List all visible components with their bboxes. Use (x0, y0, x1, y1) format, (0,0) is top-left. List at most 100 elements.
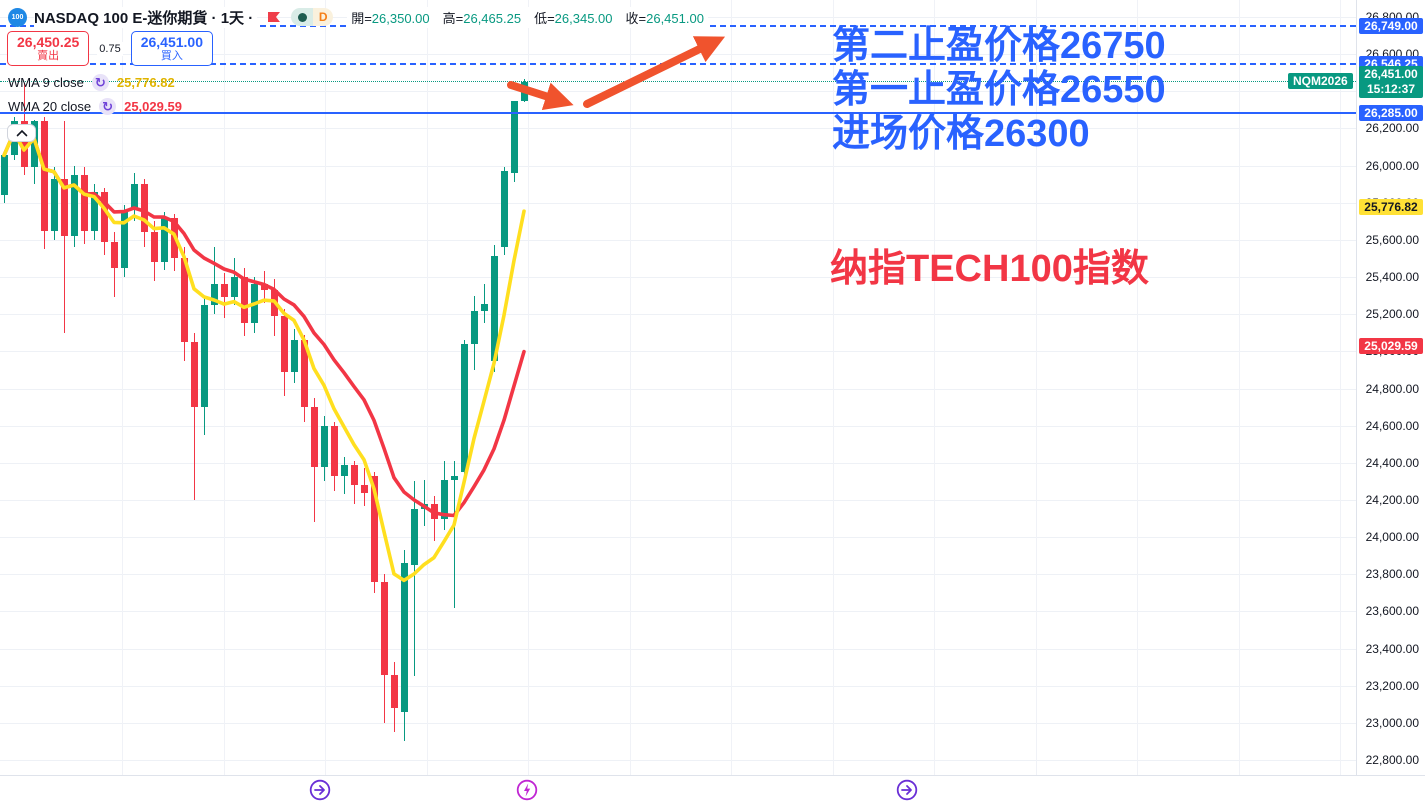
flag-icon[interactable] (267, 10, 281, 24)
grid-line (0, 722, 1356, 724)
candle-body (501, 171, 508, 248)
wma9-label: WMA 9 close (8, 75, 84, 90)
candle-body (121, 210, 128, 268)
candle-body (41, 121, 48, 231)
candle-body (401, 563, 408, 712)
candle-body (221, 284, 228, 298)
candle-body (171, 217, 178, 259)
current-price-value: 26,451.00 (1364, 66, 1418, 81)
order-panel: 26,450.25 賣出 0.75 26,451.00 買入 (7, 31, 214, 66)
grid-line (0, 537, 1356, 539)
refresh-icon[interactable]: ↻ (99, 98, 117, 115)
level-price-badge: 26,285.00 (1359, 104, 1423, 121)
price-tick-label: 25,400.00 (1365, 270, 1419, 285)
annotation-take-profit-2: 第二止盈价格26750 (832, 25, 1166, 67)
candle-body (201, 304, 208, 408)
candle-body (211, 284, 218, 305)
candle-body (421, 503, 428, 510)
ohlc-readout: 開=26,350.00 高=26,465.25 低=26,345.00 收=26… (347, 6, 708, 28)
grid-line (0, 239, 1356, 241)
candle-body (461, 343, 468, 473)
candle-body (111, 241, 118, 268)
grid-line (0, 314, 1356, 316)
buy-label: 買入 (160, 50, 183, 62)
candle-body (311, 407, 318, 467)
lightning-icon[interactable] (516, 779, 538, 801)
candle-body (381, 581, 388, 675)
grid-line (1036, 0, 1037, 775)
candle-body (271, 290, 278, 317)
grid-line (122, 0, 123, 775)
annotation-take-profit-1: 第一止盈价格26550 (832, 69, 1166, 111)
chart-header: 100 NASDAQ 100 E-迷你期貨 · 1天 · D 開=26,350.… (8, 6, 708, 28)
forward-arrow-icon[interactable] (309, 779, 331, 801)
candle-body (91, 191, 98, 231)
grid-line (528, 0, 529, 775)
dot-icon (291, 8, 314, 26)
candle-body (291, 340, 298, 372)
candle-body (191, 342, 198, 408)
price-tick-label: 24,600.00 (1365, 418, 1419, 433)
candle-body (161, 217, 168, 263)
candle-body (481, 303, 488, 312)
low-label: 低= (534, 10, 555, 26)
grid-line (833, 0, 834, 775)
price-axis[interactable]: 26,800.0026,600.0026,400.0026,200.0026,0… (1356, 0, 1425, 775)
candle-body (431, 503, 438, 519)
grid-line (630, 0, 631, 775)
session-mode-toggle[interactable]: D (291, 8, 334, 26)
candle-body (181, 258, 188, 343)
grid-line (0, 760, 1356, 761)
candle-body (331, 425, 338, 476)
candle-body (281, 316, 288, 372)
grid-line (427, 0, 428, 775)
candle-body (471, 311, 478, 344)
grid-line (0, 574, 1356, 576)
wma20-label: WMA 20 close (8, 99, 92, 114)
price-tick-label: 23,200.00 (1365, 678, 1419, 693)
chart-canvas[interactable]: NQM2026 100 NASDAQ 100 E-迷你期貨 · 1天 · D 開… (0, 0, 1356, 775)
sell-price: 26,450.25 (17, 34, 80, 50)
grid-line (934, 0, 935, 775)
grid-line (224, 0, 225, 775)
candle-body (141, 184, 148, 233)
wma9-legend: WMA 9 close ↻ 25,776.82 (8, 74, 175, 91)
candle-body (151, 232, 158, 263)
grid-line (1137, 0, 1138, 775)
candle-body (81, 174, 88, 231)
grid-line (0, 425, 1356, 427)
grid-line (0, 685, 1356, 687)
price-tick-label: 26,200.00 (1365, 121, 1419, 136)
daily-mode-icon: D (313, 8, 334, 26)
refresh-icon[interactable]: ↻ (91, 74, 109, 91)
sell-label: 賣出 (37, 50, 60, 62)
price-tick-label: 22,800.00 (1365, 753, 1419, 767)
symbol-title[interactable]: NASDAQ 100 E-迷你期貨 · 1天 · (34, 6, 258, 28)
wma20-legend: WMA 20 close ↻ 25,029.59 (8, 98, 182, 115)
grid-line (325, 0, 326, 775)
price-tick-label: 26,000.00 (1365, 158, 1419, 173)
candle-body (321, 425, 328, 467)
spread-value: 0.75 (97, 41, 123, 56)
collapse-legend-button[interactable] (7, 124, 36, 142)
close-label: 收= (625, 10, 647, 26)
ma-price-badge: 25,029.59 (1359, 337, 1423, 354)
forward-arrow-icon[interactable] (896, 779, 918, 801)
grid-line (0, 351, 1356, 353)
candle-body (491, 255, 498, 361)
price-tick-label: 24,000.00 (1365, 530, 1419, 545)
open-value: 26,350.00 (371, 10, 430, 26)
price-tick-label: 24,800.00 (1365, 381, 1419, 396)
sell-button[interactable]: 26,450.25 賣出 (7, 31, 90, 66)
time-axis[interactable] (0, 775, 1425, 804)
solid-level-line[interactable] (0, 111, 1356, 114)
buy-button[interactable]: 26,451.00 買入 (130, 31, 214, 66)
level-price-badge: 26,749.00 (1359, 18, 1423, 35)
wma9-value: 25,776.82 (116, 75, 175, 90)
grid-line (0, 611, 1356, 613)
price-tick-label: 23,800.00 (1365, 567, 1419, 582)
high-value: 26,465.25 (463, 10, 522, 26)
candle-body (1, 155, 8, 196)
price-tick-label: 23,000.00 (1365, 715, 1419, 730)
